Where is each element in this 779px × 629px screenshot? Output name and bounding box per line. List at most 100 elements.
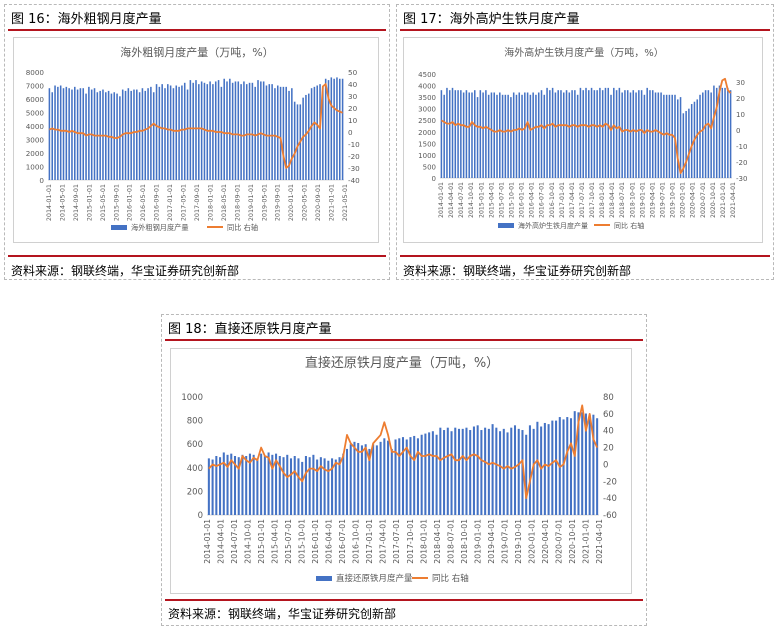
chart-title: 海外粗钢月度产量（万吨，%） <box>120 45 273 59</box>
bar-mark <box>727 87 729 178</box>
bar-mark <box>543 422 546 515</box>
bar-mark <box>565 90 568 178</box>
bar-mark <box>248 453 251 515</box>
x-axis-tick-label: 2017-01-01 <box>166 184 174 221</box>
bar-mark <box>635 92 637 178</box>
bar-mark <box>596 90 598 178</box>
x-axis-tick-label: 2015-01-01 <box>478 182 485 218</box>
bar-mark <box>551 420 554 515</box>
bar-mark <box>536 421 539 515</box>
bar-mark <box>465 90 468 178</box>
right-axis-tick-label: -40 <box>348 176 360 185</box>
bar-mark <box>549 90 551 178</box>
x-axis-tick-label: 2020-07-01 <box>700 182 707 218</box>
left-axis-tick-label: 0 <box>198 511 203 521</box>
x-axis-tick-label: 2018-10-01 <box>629 182 636 218</box>
bar-mark <box>76 89 79 180</box>
bar-mark <box>271 454 274 515</box>
bar-mark <box>226 454 229 515</box>
bar-mark <box>439 427 442 515</box>
x-axis-tick-label: 2018-04-01 <box>609 182 616 218</box>
bar-mark <box>593 90 596 178</box>
bar-mark <box>579 87 582 178</box>
x-axis-tick-label: 2015-07-01 <box>498 182 505 218</box>
bar-mark <box>394 439 397 515</box>
legend-bar-label: 海外粗钢月度产量 <box>131 223 189 232</box>
bar-mark <box>515 94 518 178</box>
bar-mark <box>304 456 307 515</box>
x-axis-tick-label: 2020-04-01 <box>541 519 550 564</box>
bar-mark <box>364 444 367 515</box>
x-axis-tick-label: 2019-04-01 <box>487 519 496 564</box>
bar-mark <box>368 448 371 515</box>
left-axis-tick-label: 6000 <box>26 95 45 104</box>
bar-mark <box>482 92 484 178</box>
bar-mark <box>327 460 330 515</box>
bar-mark <box>688 108 690 178</box>
bar-mark <box>521 94 523 178</box>
x-axis-tick-label: 2019-10-01 <box>514 519 523 564</box>
right-axis-tick-label: -10 <box>348 140 360 149</box>
x-axis-tick-label: 2020-01-01 <box>527 519 536 564</box>
bar-mark <box>496 94 498 178</box>
bar-mark <box>54 85 56 180</box>
x-axis-tick-label: 2015-01-01 <box>85 184 93 221</box>
left-axis-tick-label: 4000 <box>26 122 45 131</box>
bar-mark <box>610 94 612 178</box>
bar-mark <box>557 90 559 178</box>
figure-18-svg: 直接还原铁月度产量（万吨，%）02004006008001000-60-40-2… <box>181 355 617 584</box>
right-axis-tick-label: -20 <box>348 152 360 161</box>
bar-mark <box>588 414 591 515</box>
bar-mark <box>401 437 405 515</box>
x-axis-tick-label: 2020-04-01 <box>690 182 697 218</box>
bar-mark <box>252 454 255 515</box>
bar-mark <box>499 92 501 178</box>
bar-mark <box>707 90 710 178</box>
x-axis-tick-label: 2020-09-01 <box>314 184 322 221</box>
bar-mark <box>454 427 457 515</box>
bar-mark <box>629 92 632 178</box>
bar-mark <box>316 85 318 180</box>
x-axis-tick-label: 2016-01-01 <box>519 182 526 218</box>
figure-18-title: 图 18：直接还原铁月度产量 <box>168 322 332 337</box>
bar-mark <box>278 456 281 515</box>
bar-mark <box>183 82 186 180</box>
legend-bar-label: 海外高炉生铁月度产量 <box>518 221 588 230</box>
bar-mark <box>136 89 138 180</box>
bar-mark <box>621 92 623 178</box>
x-axis-tick-label: 2014-10-01 <box>468 182 475 218</box>
right-axis-tick-label: 10 <box>736 111 745 119</box>
bar-mark <box>207 458 210 515</box>
x-axis-tick-label: 2021-04-01 <box>595 519 604 564</box>
x-axis-tick-label: 2019-07-01 <box>500 519 509 564</box>
x-axis-tick-label: 2015-05-01 <box>99 184 107 221</box>
bar-mark <box>685 110 687 178</box>
bar-mark <box>302 97 304 180</box>
bar-mark <box>476 425 479 515</box>
bar-mark <box>327 80 330 180</box>
bar-mark <box>472 426 475 515</box>
bar-mark <box>59 85 62 180</box>
left-axis-tick-label: 600 <box>187 440 203 450</box>
yoy-line <box>440 77 732 175</box>
bar-mark <box>319 457 322 515</box>
bar-mark <box>324 78 327 180</box>
bar-mark <box>219 457 222 515</box>
bar-mark <box>141 88 144 180</box>
x-axis-tick-label: 2016-07-01 <box>539 182 546 218</box>
bar-mark <box>48 88 51 180</box>
right-axis-tick-label: 0 <box>348 128 353 137</box>
bar-mark <box>471 92 473 178</box>
bar-mark <box>532 428 535 515</box>
bar-mark <box>596 418 599 515</box>
figure-18-panel: 图 18：直接还原铁月度产量 直接还原铁月度产量（万吨，%） 0 200 400 600… <box>161 314 647 626</box>
bar-mark <box>476 97 479 178</box>
bar-mark <box>428 432 431 515</box>
bar-mark <box>226 81 228 180</box>
bar-mark <box>540 426 543 515</box>
x-axis-tick-label: 2015-04-01 <box>271 519 280 564</box>
x-axis-tick-label: 2020-07-01 <box>554 519 563 564</box>
bar-mark <box>341 78 344 180</box>
bar-mark <box>279 86 282 180</box>
bar-mark <box>547 424 550 515</box>
